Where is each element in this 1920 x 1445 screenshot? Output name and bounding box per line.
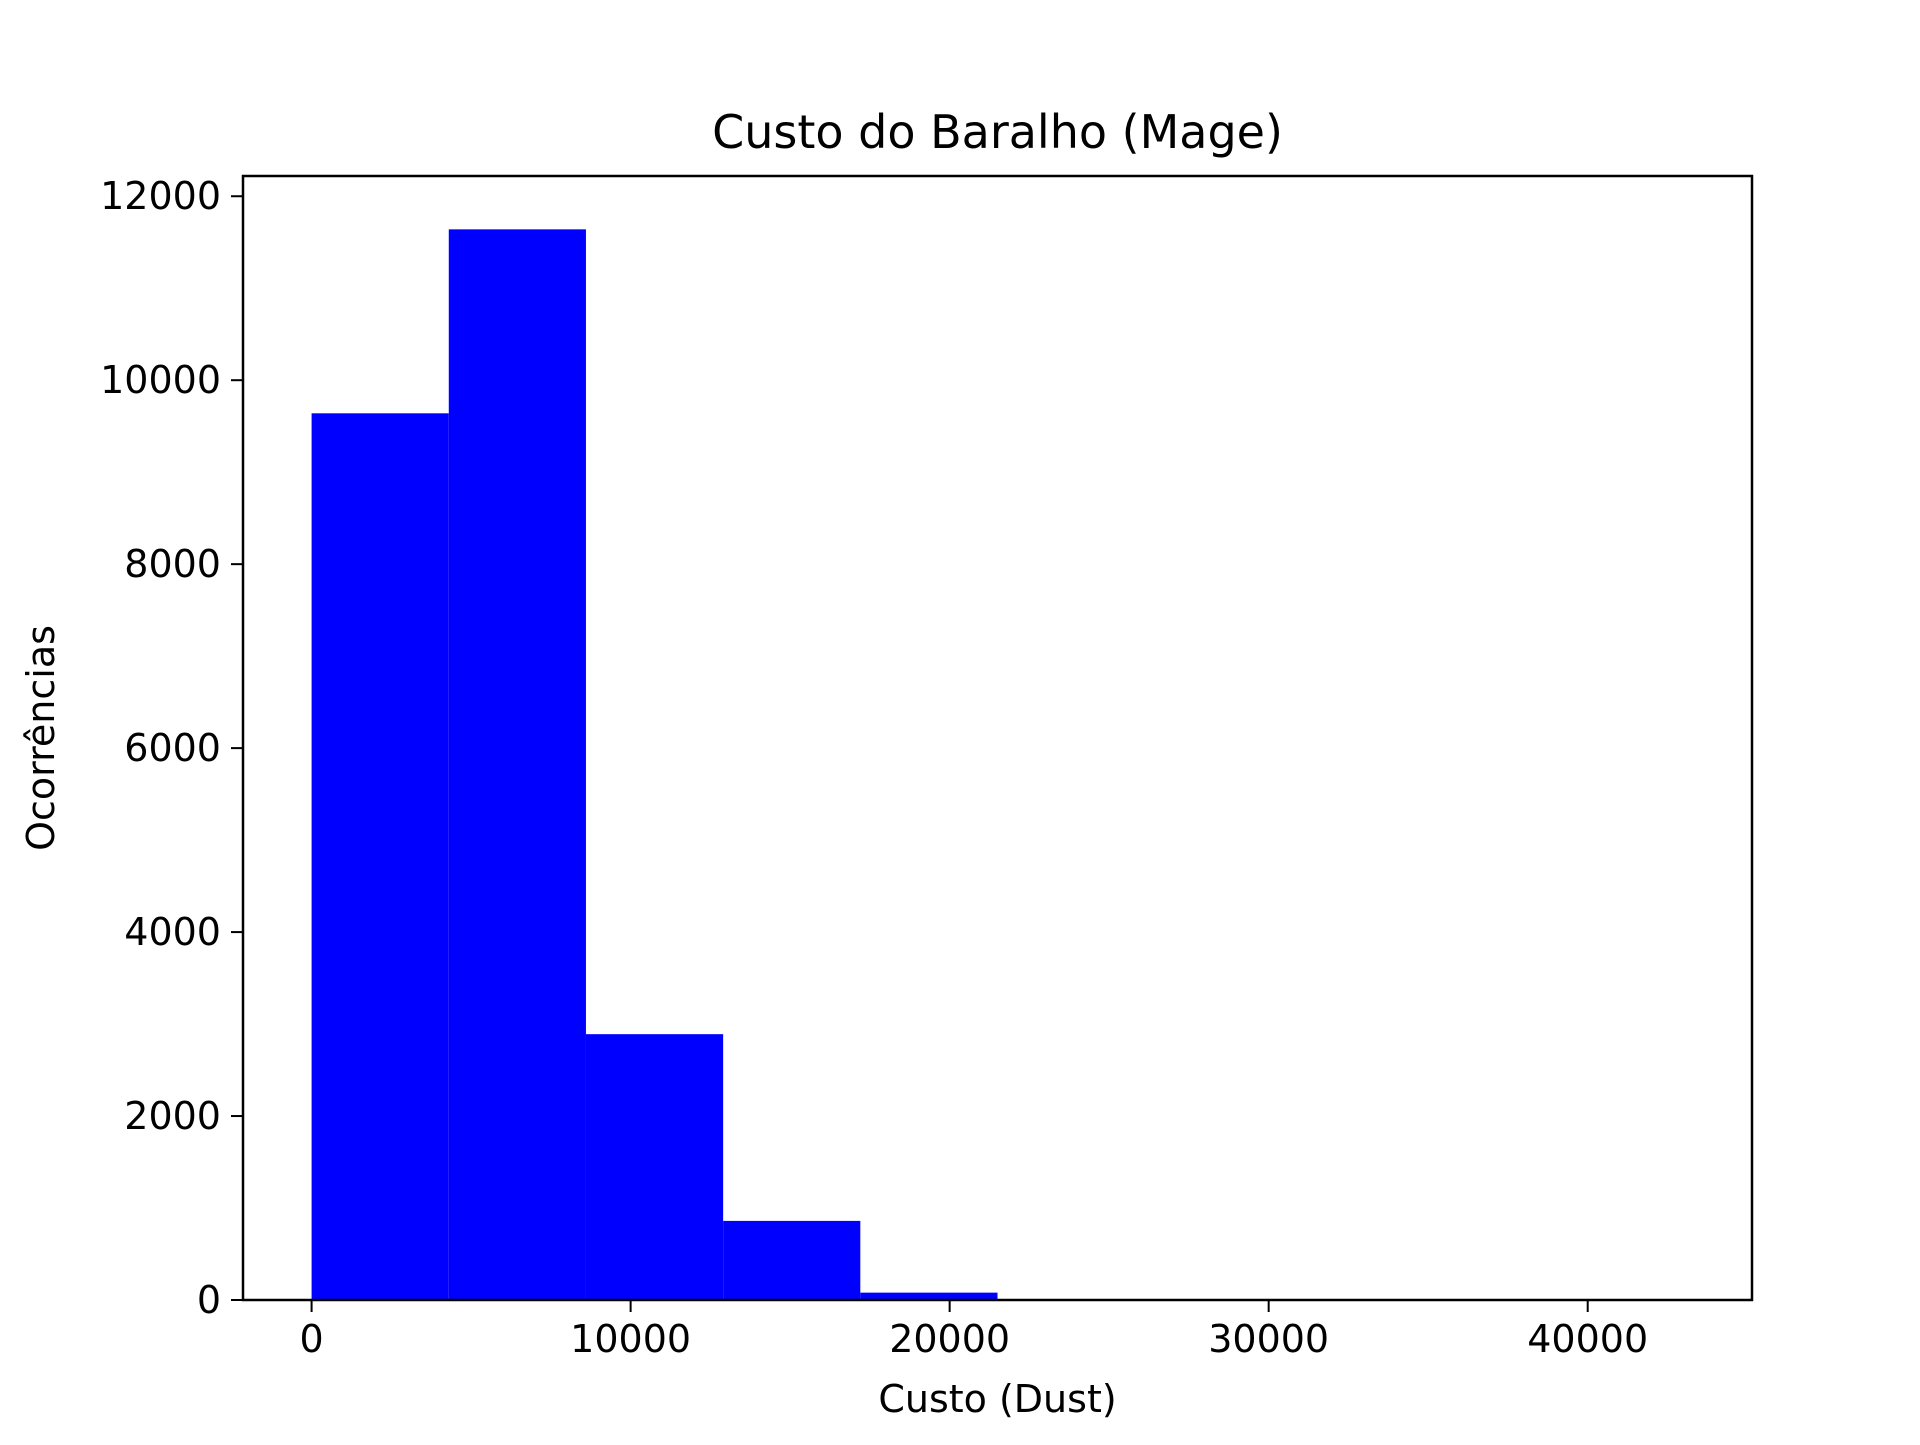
histogram-bar [586, 1034, 723, 1300]
x-tick-label: 40000 [1527, 1317, 1648, 1361]
y-tick-label: 0 [197, 1278, 221, 1322]
y-tick-label: 12000 [100, 174, 221, 218]
x-tick-label: 0 [299, 1317, 323, 1361]
y-tick-label: 4000 [124, 910, 221, 954]
histogram-bar [723, 1221, 860, 1300]
y-tick-label: 10000 [100, 358, 221, 402]
histogram-bar [312, 413, 449, 1300]
chart-title: Custo do Baralho (Mage) [712, 105, 1283, 159]
y-axis-label: Ocorrências [19, 625, 63, 851]
x-tick-label: 10000 [570, 1317, 691, 1361]
y-tick-label: 8000 [124, 542, 221, 586]
histogram-bar [449, 229, 586, 1300]
x-tick-label: 20000 [889, 1317, 1010, 1361]
y-tick-label: 6000 [124, 726, 221, 770]
x-axis-label: Custo (Dust) [878, 1377, 1116, 1421]
x-tick-label: 30000 [1208, 1317, 1329, 1361]
y-tick-label: 2000 [124, 1094, 221, 1138]
